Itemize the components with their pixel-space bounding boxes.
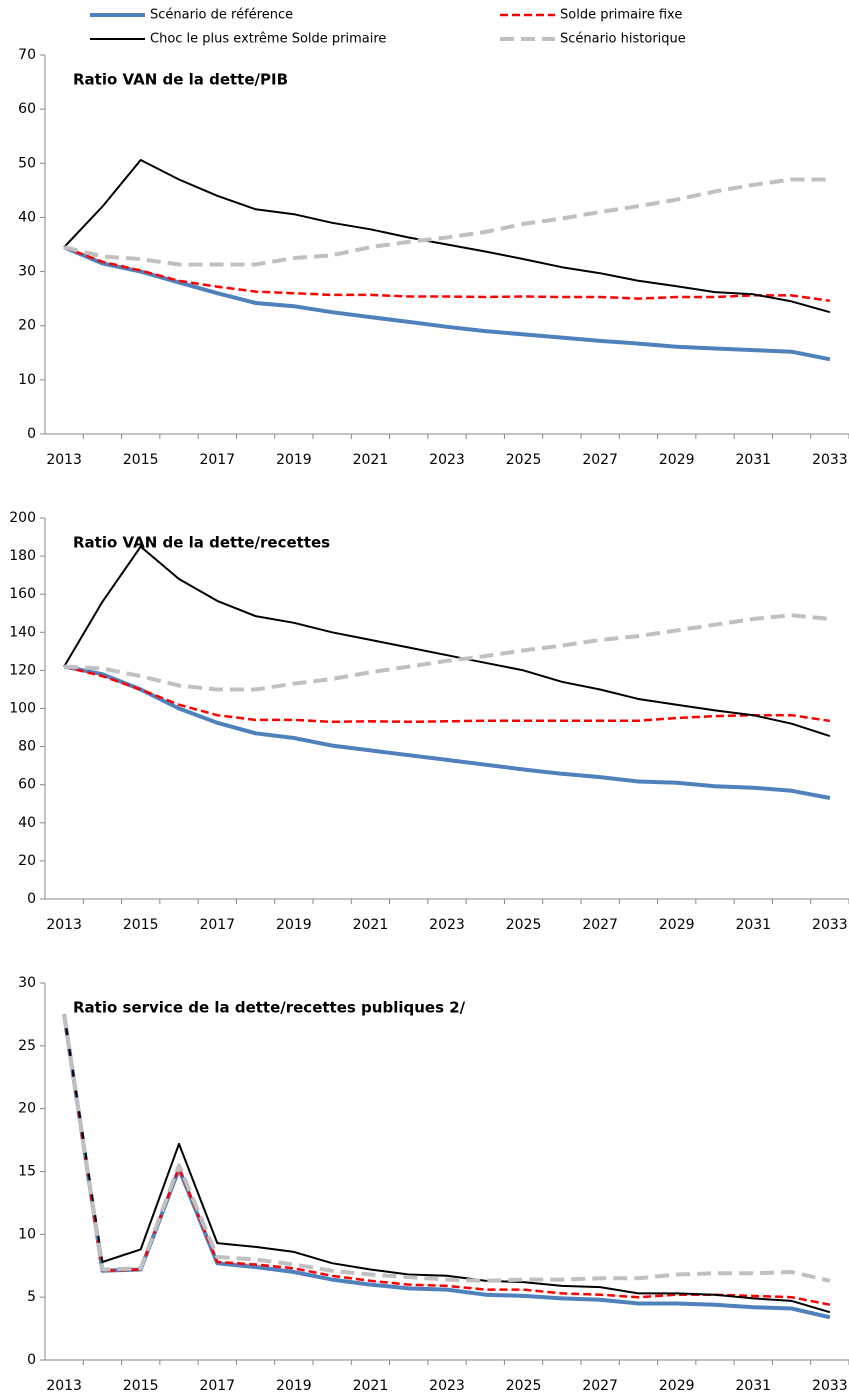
x-tick-label: 2021 bbox=[353, 452, 389, 468]
x-tick-label: 2019 bbox=[276, 917, 312, 933]
y-tick-label: 5 bbox=[27, 1289, 36, 1305]
x-tick-label: 2033 bbox=[812, 452, 848, 468]
series-line bbox=[63, 177, 830, 267]
series-line bbox=[64, 613, 831, 692]
y-tick-label: 10 bbox=[18, 1226, 36, 1242]
series-line bbox=[63, 664, 831, 800]
x-tick-label: 2021 bbox=[353, 917, 389, 933]
x-tick-label: 2017 bbox=[199, 1378, 235, 1394]
x-tick-label: 2013 bbox=[46, 917, 82, 933]
series-line bbox=[62, 1014, 831, 1283]
legend-label: Scénario de référence bbox=[150, 8, 293, 23]
y-tick-label: 20 bbox=[18, 1101, 36, 1117]
chart-title: Ratio service de la dette/recettes publi… bbox=[73, 999, 466, 1017]
x-tick-label: 2015 bbox=[123, 452, 159, 468]
chart-title: Ratio VAN de la dette/recettes bbox=[73, 534, 330, 552]
x-tick-label: 2031 bbox=[735, 917, 771, 933]
x-tick-label: 2027 bbox=[582, 452, 618, 468]
y-tick-label: 15 bbox=[18, 1164, 36, 1180]
y-tick-label: 160 bbox=[9, 586, 36, 602]
y-tick-label: 100 bbox=[9, 701, 36, 717]
x-tick-label: 2029 bbox=[659, 452, 695, 468]
series-line bbox=[63, 545, 831, 738]
y-tick-label: 120 bbox=[9, 662, 36, 678]
x-tick-label: 2023 bbox=[429, 1378, 465, 1394]
x-tick-label: 2017 bbox=[199, 452, 235, 468]
x-tick-label: 2031 bbox=[735, 452, 771, 468]
x-tick-label: 2025 bbox=[506, 1378, 542, 1394]
y-tick-label: 60 bbox=[18, 101, 36, 117]
series-line bbox=[63, 1014, 831, 1314]
x-tick-label: 2027 bbox=[582, 1378, 618, 1394]
x-tick-label: 2029 bbox=[659, 1378, 695, 1394]
y-tick-label: 50 bbox=[18, 155, 36, 171]
y-tick-label: 30 bbox=[18, 975, 36, 991]
y-tick-label: 80 bbox=[18, 739, 36, 755]
y-tick-label: 30 bbox=[18, 264, 36, 280]
y-tick-label: 140 bbox=[9, 624, 36, 640]
y-tick-label: 70 bbox=[18, 47, 36, 63]
x-tick-label: 2031 bbox=[735, 1378, 771, 1394]
chart-title: Ratio VAN de la dette/PIB bbox=[73, 71, 288, 89]
y-tick-label: 10 bbox=[18, 372, 36, 388]
series-line bbox=[63, 665, 831, 724]
series-line bbox=[63, 159, 831, 314]
x-tick-label: 2033 bbox=[812, 917, 848, 933]
x-tick-label: 2025 bbox=[506, 452, 542, 468]
series-line bbox=[62, 1014, 831, 1306]
x-tick-label: 2023 bbox=[429, 452, 465, 468]
legend-label: Solde primaire fixe bbox=[560, 8, 682, 23]
y-tick-label: 20 bbox=[18, 853, 36, 869]
y-tick-label: 40 bbox=[18, 815, 36, 831]
x-tick-label: 2033 bbox=[812, 1378, 848, 1394]
x-tick-label: 2023 bbox=[429, 917, 465, 933]
series-line bbox=[63, 245, 831, 362]
series-line bbox=[63, 246, 831, 303]
y-tick-label: 200 bbox=[9, 510, 36, 526]
x-tick-label: 2029 bbox=[659, 917, 695, 933]
x-tick-label: 2021 bbox=[353, 1378, 389, 1394]
x-tick-label: 2015 bbox=[123, 1378, 159, 1394]
x-tick-label: 2013 bbox=[46, 1378, 82, 1394]
x-tick-label: 2015 bbox=[123, 917, 159, 933]
x-tick-label: 2017 bbox=[199, 917, 235, 933]
y-tick-label: 0 bbox=[27, 426, 36, 442]
y-tick-label: 0 bbox=[27, 891, 36, 907]
x-tick-label: 2025 bbox=[506, 917, 542, 933]
y-tick-label: 60 bbox=[18, 777, 36, 793]
x-tick-label: 2013 bbox=[46, 452, 82, 468]
y-tick-label: 40 bbox=[18, 209, 36, 225]
legend-label: Scénario historique bbox=[560, 32, 686, 47]
y-tick-label: 180 bbox=[9, 548, 36, 564]
y-tick-label: 25 bbox=[18, 1038, 36, 1054]
y-tick-label: 0 bbox=[27, 1352, 36, 1368]
y-tick-label: 20 bbox=[18, 318, 36, 334]
legend-label: Choc le plus extrême Solde primaire bbox=[150, 32, 386, 47]
x-tick-label: 2019 bbox=[276, 1378, 312, 1394]
x-tick-label: 2027 bbox=[582, 917, 618, 933]
x-tick-label: 2019 bbox=[276, 452, 312, 468]
